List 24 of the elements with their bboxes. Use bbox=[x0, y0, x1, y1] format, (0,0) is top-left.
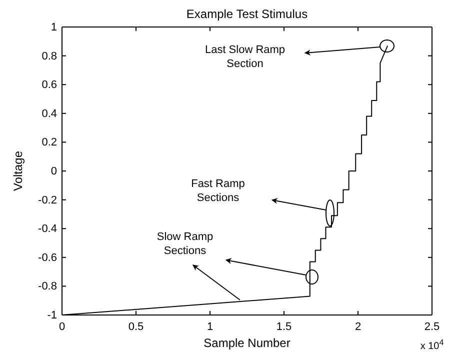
y-tick-label: 1 bbox=[50, 22, 57, 34]
x-tick-label: 1 bbox=[206, 320, 214, 333]
text: x 10$^{4}$ bbox=[420, 338, 444, 352]
annotation: Last Slow Ramp Section bbox=[204, 44, 286, 70]
y-tick-label: -1 bbox=[47, 310, 57, 322]
y-tick-label: 0.6 bbox=[42, 79, 57, 92]
y-tick-label: -0.2 bbox=[38, 194, 57, 206]
annotation: Slow Ramp Sections bbox=[156, 231, 214, 257]
chart-title: Example Test Stimulus bbox=[186, 7, 308, 21]
x-axis-title: Sample Number bbox=[204, 336, 290, 350]
annotation: Fast Ramp Sections bbox=[191, 178, 245, 204]
x-tick-label: 1.5 bbox=[276, 320, 292, 333]
x-tick-label: 0.5 bbox=[128, 320, 144, 333]
y-axis-title: Voltage bbox=[11, 150, 25, 192]
y-tick-label: 0 bbox=[50, 166, 57, 178]
y-tick-label: -0.8 bbox=[38, 280, 57, 293]
y-tick-label: 0.4 bbox=[42, 108, 57, 120]
y-tick-label: -0.4 bbox=[38, 223, 57, 236]
x-tick-label: 2 bbox=[354, 320, 362, 333]
y-tick-label: 0.2 bbox=[42, 136, 57, 149]
x-tick-label: 2.5 bbox=[424, 320, 440, 333]
y-tick-label: -0.6 bbox=[38, 252, 57, 264]
y-tick-label: 0.8 bbox=[42, 50, 57, 62]
x-tick-label: 0 bbox=[58, 320, 66, 333]
